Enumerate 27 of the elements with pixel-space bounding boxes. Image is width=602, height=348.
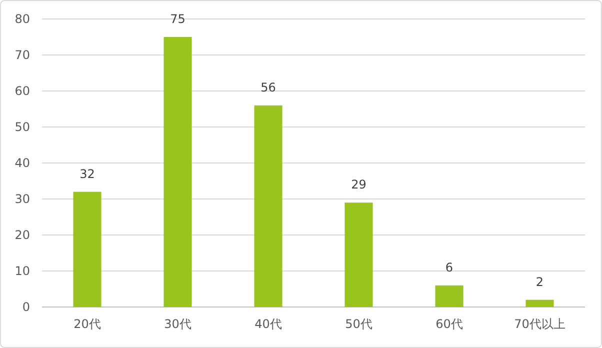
y-tick-label: 0 (22, 300, 30, 314)
data-label: 2 (536, 274, 544, 289)
bar (254, 105, 282, 307)
x-tick-label: 30代 (164, 317, 192, 331)
y-tick-label: 30 (14, 192, 30, 206)
x-tick-label: 20代 (74, 317, 101, 331)
y-tick-label: 80 (14, 12, 30, 26)
data-label: 56 (260, 80, 276, 94)
bar (344, 202, 373, 307)
bar (73, 192, 102, 307)
x-tick-label: 70代以上 (514, 317, 566, 331)
data-label: 32 (80, 166, 95, 181)
y-tick-label: 20 (14, 228, 30, 242)
bar (526, 300, 554, 307)
bar (435, 285, 464, 307)
y-tick-label: 60 (14, 84, 30, 98)
bar (164, 37, 192, 307)
data-label: 6 (445, 260, 454, 274)
y-tick-label: 10 (14, 264, 30, 278)
data-label: 75 (170, 12, 186, 26)
x-tick-label: 40代 (254, 317, 282, 331)
data-label: 29 (351, 178, 366, 192)
x-tick-label: 50代 (345, 317, 372, 331)
y-tick-label: 40 (14, 156, 30, 170)
y-tick-label: 50 (14, 120, 30, 134)
x-tick-label: 60代 (436, 317, 463, 331)
y-tick-label: 70 (14, 48, 30, 62)
